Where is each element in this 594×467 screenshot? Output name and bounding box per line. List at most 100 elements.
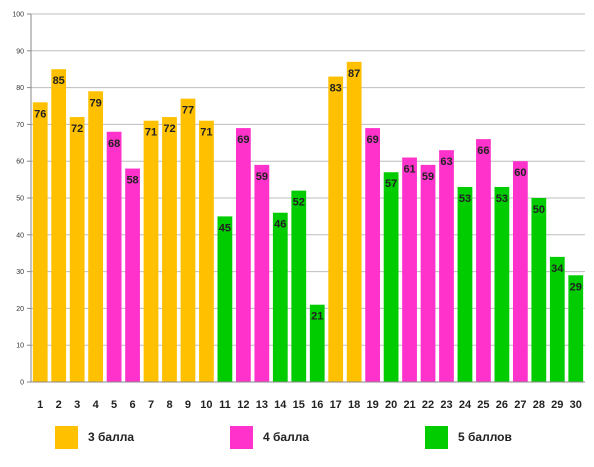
bar-10 xyxy=(199,120,214,382)
data-label-14: 46 xyxy=(274,219,286,231)
legend-item-5: 5 баллов xyxy=(425,424,512,450)
bar-22 xyxy=(420,164,436,382)
x-tick-label-14: 14 xyxy=(274,399,287,411)
data-label-18: 87 xyxy=(348,68,360,80)
bar-6 xyxy=(125,168,140,382)
gridlines xyxy=(31,13,585,346)
bar-7 xyxy=(143,120,159,382)
data-label-19: 69 xyxy=(367,134,379,146)
x-tick-label-3: 3 xyxy=(74,399,80,411)
y-tick-label: 70 xyxy=(16,122,24,129)
x-tick-label-23: 23 xyxy=(440,399,452,411)
x-tick-label-11: 11 xyxy=(219,399,231,411)
bar-4 xyxy=(88,91,104,382)
data-label-25: 66 xyxy=(477,145,489,157)
bar-19 xyxy=(365,128,381,382)
bar-9 xyxy=(180,98,196,382)
data-label-30: 29 xyxy=(570,281,582,293)
data-label-2: 85 xyxy=(53,75,65,87)
y-tick-label: 50 xyxy=(16,196,24,203)
data-label-23: 63 xyxy=(440,156,452,168)
x-tick-label-17: 17 xyxy=(330,399,342,411)
data-label-3: 72 xyxy=(71,123,83,135)
data-labels: 76 85 72 79 68 58 71 72 77 71 45 69 59 46 52 21 83 87 69 57… xyxy=(34,68,582,323)
data-label-22: 59 xyxy=(422,171,434,183)
x-axis-ticks: 1 2 3 4 5 6 7 8 9 10 11 12 13 14 15 16 17 18 19 20 21 22 23 24 2… xyxy=(37,399,582,411)
data-label-15: 52 xyxy=(293,197,305,209)
data-label-7: 71 xyxy=(145,127,157,139)
x-tick-label-27: 27 xyxy=(514,399,526,411)
y-tick-label: 40 xyxy=(16,232,24,239)
bar-28 xyxy=(531,198,547,382)
x-tick-label-16: 16 xyxy=(311,399,323,411)
x-tick-label-2: 2 xyxy=(56,399,62,411)
data-label-26: 53 xyxy=(496,193,508,205)
data-label-16: 21 xyxy=(311,311,323,323)
x-tick-label-20: 20 xyxy=(385,399,397,411)
data-label-20: 57 xyxy=(385,178,397,190)
bar-8 xyxy=(162,117,177,382)
y-axis-ticks: 0 10 20 30 40 50 60 70 80 90 100 xyxy=(12,12,31,387)
bar-21 xyxy=(402,157,417,382)
y-tick-label: 100 xyxy=(12,12,24,19)
x-tick-label-9: 9 xyxy=(185,399,191,411)
data-label-9: 77 xyxy=(182,105,194,117)
data-label-10: 71 xyxy=(200,127,212,139)
bar-16 xyxy=(309,304,325,382)
bar-25 xyxy=(476,139,491,382)
x-tick-label-26: 26 xyxy=(496,399,508,411)
data-label-5: 68 xyxy=(108,138,120,150)
x-tick-label-18: 18 xyxy=(348,399,360,411)
data-label-8: 72 xyxy=(163,123,175,135)
bar-11 xyxy=(217,216,233,382)
data-label-21: 61 xyxy=(403,164,415,176)
bar-27 xyxy=(512,161,528,382)
y-tick-label: 30 xyxy=(16,269,24,276)
y-tick-label: 20 xyxy=(16,306,24,313)
data-label-4: 79 xyxy=(90,97,102,109)
x-tick-label-10: 10 xyxy=(200,399,212,411)
bar-30 xyxy=(568,275,584,382)
y-tick-label: 90 xyxy=(16,48,24,55)
data-label-17: 83 xyxy=(330,83,342,95)
y-tick-label: 0 xyxy=(20,380,24,387)
bar-15 xyxy=(291,190,307,382)
x-tick-label-25: 25 xyxy=(477,399,489,411)
bar-14 xyxy=(272,212,288,382)
x-tick-label-8: 8 xyxy=(166,399,172,411)
data-label-13: 59 xyxy=(256,171,268,183)
legend-swatch-5 xyxy=(425,425,448,449)
data-label-12: 69 xyxy=(237,134,249,146)
x-tick-label-4: 4 xyxy=(93,399,100,411)
bar-24 xyxy=(457,186,473,382)
bar-3 xyxy=(69,117,85,382)
x-tick-label-5: 5 xyxy=(111,399,117,411)
data-label-27: 60 xyxy=(514,167,526,179)
x-tick-label-28: 28 xyxy=(533,399,545,411)
legend-swatch-3 xyxy=(55,425,78,449)
bar-12 xyxy=(235,128,251,382)
data-label-11: 45 xyxy=(219,222,231,234)
bar-23 xyxy=(439,150,454,382)
bar-17 xyxy=(328,76,344,382)
legend-label-3: 3 балла xyxy=(88,430,135,444)
bar-5 xyxy=(106,131,122,382)
bars xyxy=(32,61,584,383)
y-tick-label: 60 xyxy=(16,159,24,166)
bar-26 xyxy=(494,186,510,382)
legend-swatch-4 xyxy=(230,425,253,449)
x-tick-label-7: 7 xyxy=(148,399,154,411)
data-label-29: 34 xyxy=(551,263,564,275)
bar-2 xyxy=(51,69,67,382)
x-tick-label-6: 6 xyxy=(130,399,136,411)
legend-label-4: 4 балла xyxy=(263,430,310,444)
bar-13 xyxy=(254,164,270,382)
x-tick-label-1: 1 xyxy=(37,399,43,411)
x-tick-label-19: 19 xyxy=(367,399,379,411)
bar-29 xyxy=(549,256,565,382)
y-tick-label: 10 xyxy=(16,343,24,350)
x-tick-label-13: 13 xyxy=(256,399,268,411)
bar-1 xyxy=(32,102,48,382)
x-tick-label-29: 29 xyxy=(551,399,563,411)
